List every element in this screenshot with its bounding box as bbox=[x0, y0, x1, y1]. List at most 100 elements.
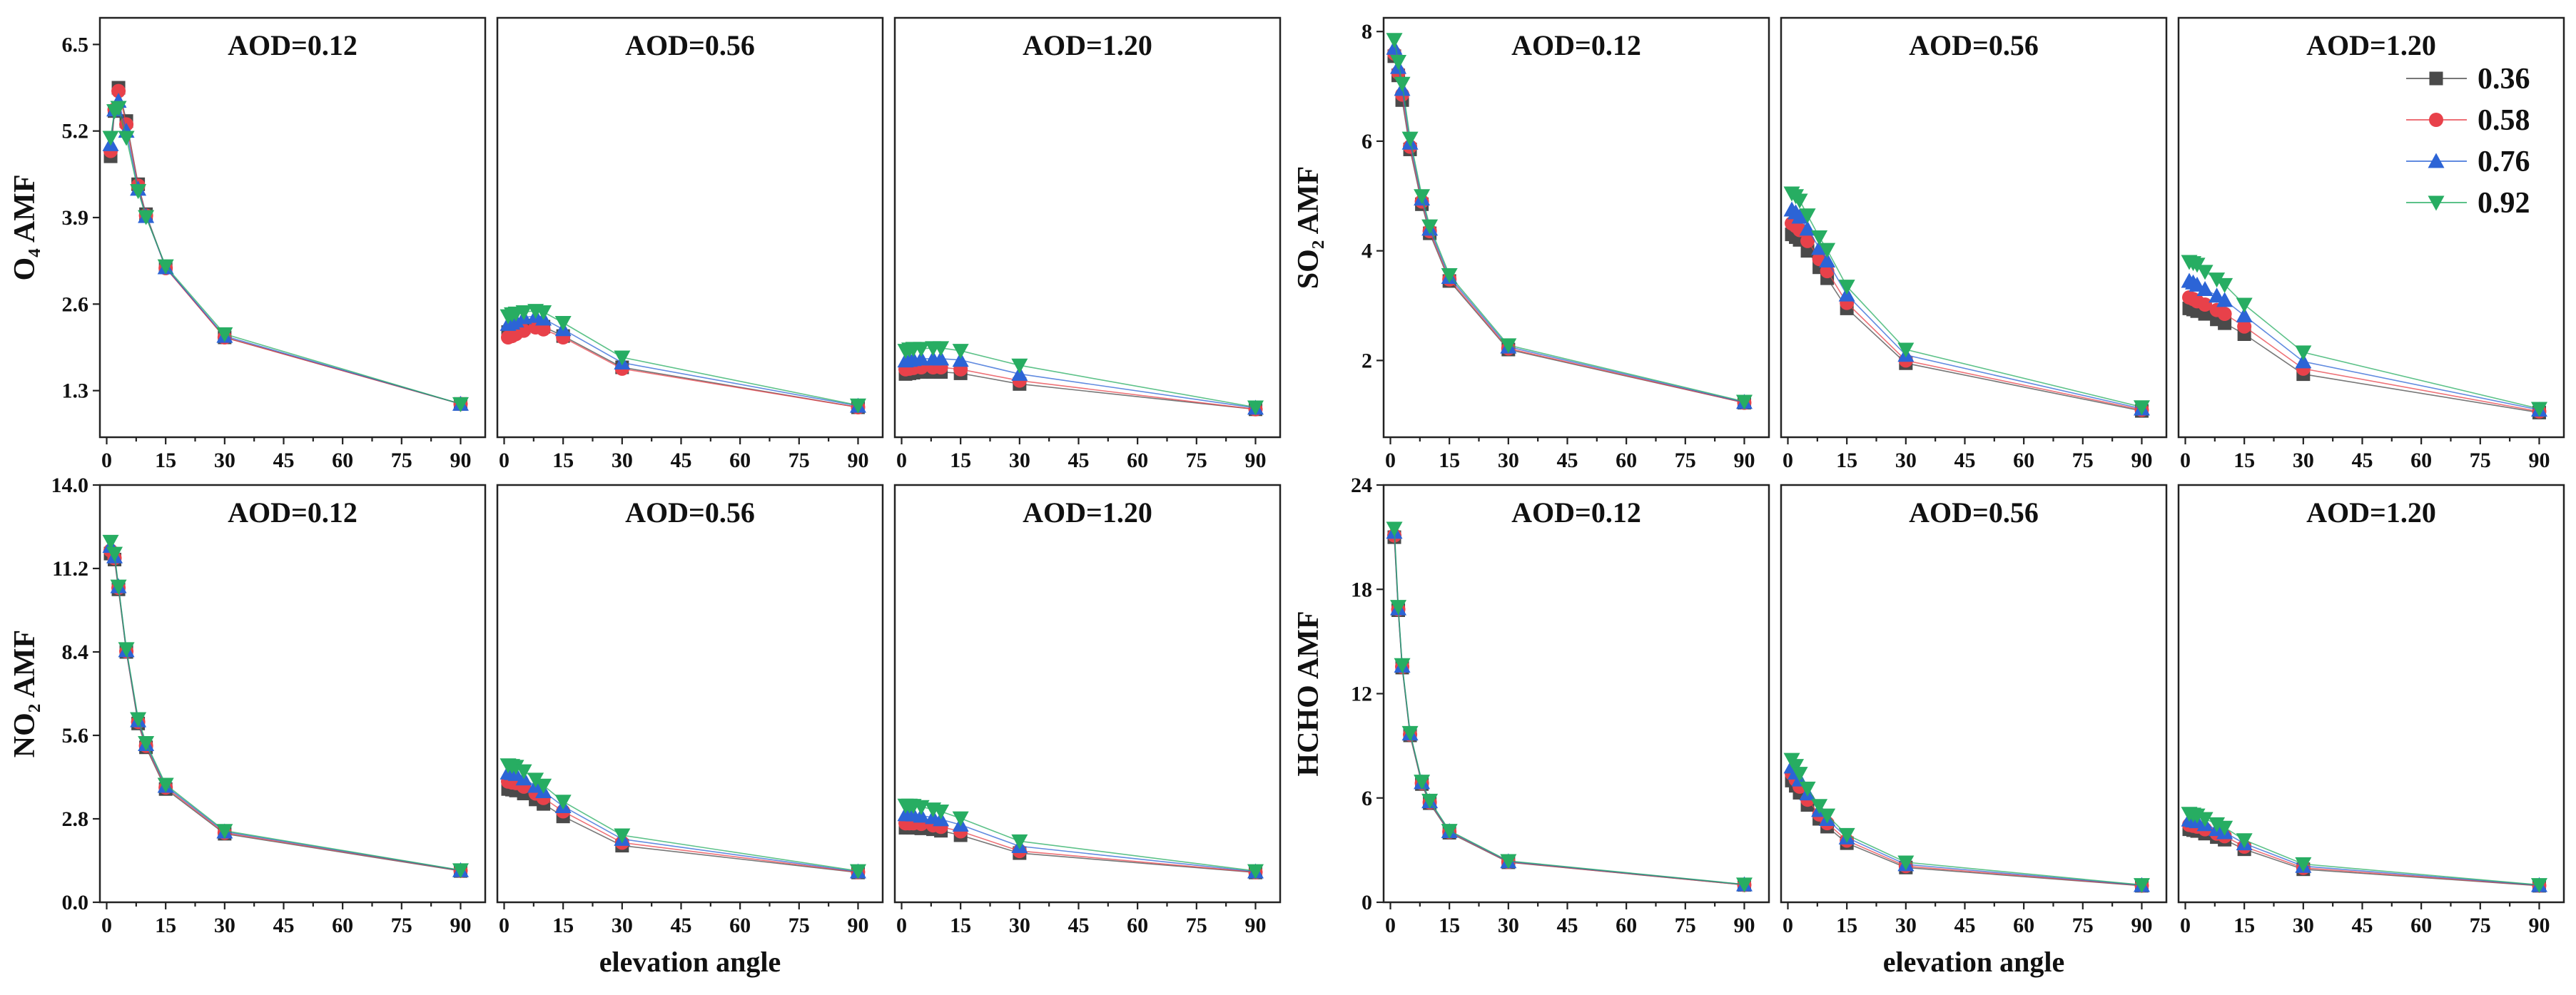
data-point-0.92 bbox=[1386, 33, 1403, 49]
data-point-0.76 bbox=[2295, 353, 2312, 369]
data-point-0.92 bbox=[106, 546, 123, 562]
data-point-0.92 bbox=[1401, 131, 1419, 147]
x-axis-label-bottom-right: elevation angle bbox=[1883, 946, 2064, 978]
panel-top-left-0: 0 15 30 45 60 75 90 1.3 2.6 3.9 5.2 6.5 AOD=0.12 O₄ A… bbox=[9, 16, 487, 472]
data-point-0.58 bbox=[2237, 319, 2252, 334]
data-point-0.92 bbox=[110, 101, 127, 116]
x-tick-label: 60 bbox=[1616, 914, 1637, 937]
panel-title: AOD=1.20 bbox=[1023, 496, 1152, 529]
data-point-0.92 bbox=[1421, 793, 1439, 809]
series-line-0.36 bbox=[1791, 233, 2142, 412]
series-line-0.76 bbox=[1394, 48, 1745, 403]
data-point-0.92 bbox=[535, 305, 552, 321]
panel-frame bbox=[893, 484, 1282, 904]
data-point-0.92 bbox=[1394, 658, 1411, 673]
y-tick-label: 11.2 bbox=[52, 557, 88, 581]
data-point-0.92 bbox=[1799, 208, 1816, 224]
panel-title: AOD=1.20 bbox=[1023, 29, 1152, 61]
x-tick-label: 60 bbox=[1127, 449, 1148, 472]
panel-frame bbox=[496, 16, 884, 439]
data-point-0.76 bbox=[1819, 252, 1836, 268]
x-tick-label: 75 bbox=[391, 449, 412, 472]
panel-title: AOD=0.56 bbox=[625, 29, 755, 61]
data-point-0.92 bbox=[2133, 400, 2150, 416]
series-line-0.76 bbox=[1791, 766, 2142, 886]
panel-frame bbox=[496, 484, 884, 904]
x-tick-label: 0 bbox=[101, 914, 112, 937]
data-point-0.92 bbox=[1414, 189, 1431, 205]
panel-title: AOD=1.20 bbox=[2306, 29, 2436, 61]
x-tick-label: 30 bbox=[1009, 914, 1030, 937]
y-tick-label: 0.0 bbox=[62, 891, 89, 914]
x-tick-label: 75 bbox=[2470, 449, 2491, 472]
x-tick-label: 15 bbox=[2233, 449, 2255, 472]
x-tick-label: 75 bbox=[788, 914, 810, 937]
data-point-0.58 bbox=[1800, 233, 1815, 248]
y-axis-label: SO₂ AMF bbox=[1292, 166, 1325, 289]
x-tick-label: 75 bbox=[1675, 914, 1696, 937]
data-point-0.92 bbox=[1791, 193, 1808, 209]
legend-marker-0.58 bbox=[2429, 113, 2443, 127]
x-tick-label: 90 bbox=[450, 914, 471, 937]
data-point-0.92 bbox=[2530, 878, 2547, 894]
x-tick-label: 90 bbox=[1733, 449, 1755, 472]
data-point-0.92 bbox=[849, 864, 866, 879]
data-point-0.92 bbox=[1799, 781, 1816, 797]
x-tick-label: 15 bbox=[950, 449, 971, 472]
data-point-0.92 bbox=[952, 344, 969, 359]
x-tick-label: 0 bbox=[1783, 449, 1793, 472]
data-point-0.92 bbox=[2196, 265, 2214, 280]
x-tick-label: 30 bbox=[1009, 449, 1030, 472]
data-point-0.92 bbox=[1819, 808, 1836, 824]
data-point-0.76 bbox=[933, 350, 950, 366]
data-point-0.92 bbox=[138, 210, 155, 225]
data-point-0.92 bbox=[130, 184, 147, 200]
data-point-0.92 bbox=[614, 828, 631, 844]
x-tick-label: 60 bbox=[2013, 449, 2034, 472]
panel-title: AOD=0.12 bbox=[228, 496, 358, 529]
y-tick-label: 6 bbox=[1361, 787, 1372, 810]
y-tick-label: 12 bbox=[1351, 683, 1372, 706]
data-point-0.76 bbox=[2216, 292, 2233, 307]
x-tick-label: 60 bbox=[729, 914, 751, 937]
x-tick-label: 45 bbox=[2351, 449, 2373, 472]
data-point-0.92 bbox=[2295, 345, 2312, 361]
x-tick-label: 15 bbox=[1439, 914, 1460, 937]
x-tick-label: 15 bbox=[552, 449, 574, 472]
data-point-0.76 bbox=[2236, 307, 2253, 322]
data-point-0.92 bbox=[452, 397, 469, 412]
data-point-0.92 bbox=[554, 315, 572, 331]
x-tick-label: 90 bbox=[2131, 914, 2152, 937]
x-tick-label: 45 bbox=[670, 914, 691, 937]
data-point-0.92 bbox=[2133, 878, 2150, 894]
data-point-0.92 bbox=[1011, 358, 1028, 374]
x-tick-label: 90 bbox=[1733, 914, 1755, 937]
x-tick-label: 45 bbox=[1954, 914, 1975, 937]
panel-title: AOD=0.56 bbox=[1909, 496, 2039, 529]
x-tick-label: 60 bbox=[2410, 914, 2432, 937]
x-tick-label: 75 bbox=[1186, 449, 1207, 472]
data-point-0.92 bbox=[614, 350, 631, 366]
x-tick-label: 0 bbox=[896, 914, 907, 937]
panel-title: AOD=0.12 bbox=[1511, 29, 1641, 61]
panel-bottom-right-0: 0 15 30 45 60 75 90 0 6 12 18 24 AOD=0.12 HCHO AMF bbox=[1292, 474, 1770, 937]
data-point-0.92 bbox=[1811, 799, 1828, 815]
panel-frame bbox=[2177, 16, 2565, 439]
data-point-0.92 bbox=[1500, 854, 1517, 869]
data-point-0.92 bbox=[157, 259, 174, 275]
y-tick-label: 8 bbox=[1361, 20, 1372, 44]
legend-label-0.36: 0.36 bbox=[2478, 63, 2530, 96]
panel-frame bbox=[2177, 484, 2565, 904]
x-tick-label: 75 bbox=[2072, 914, 2094, 937]
y-tick-label: 0 bbox=[1361, 891, 1372, 914]
data-point-0.92 bbox=[1386, 521, 1403, 537]
x-tick-label: 75 bbox=[2072, 449, 2094, 472]
x-tick-label: 75 bbox=[391, 914, 412, 937]
x-tick-label: 0 bbox=[1385, 449, 1396, 472]
x-tick-label: 15 bbox=[1836, 914, 1857, 937]
x-tick-label: 0 bbox=[896, 449, 907, 472]
x-tick-label: 75 bbox=[2470, 914, 2491, 937]
data-point-0.92 bbox=[2236, 297, 2253, 313]
x-tick-label: 45 bbox=[1556, 914, 1578, 937]
